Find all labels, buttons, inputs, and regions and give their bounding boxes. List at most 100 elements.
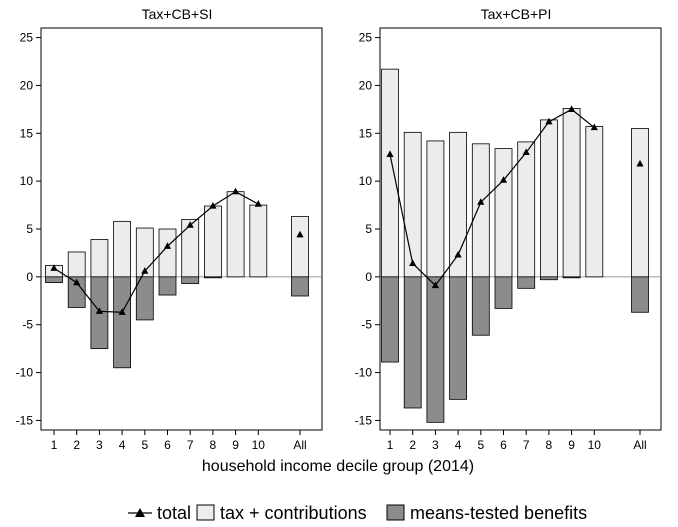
panel-title-right: Tax+CB+PI xyxy=(481,6,552,22)
bar-means-tested-benefits xyxy=(494,276,513,309)
x-tick-label: 2 xyxy=(409,438,416,452)
total-line xyxy=(53,190,259,313)
y-tick-label: -15 xyxy=(16,413,34,427)
bar-means-tested-benefits xyxy=(381,276,399,363)
y-tick-label: 20 xyxy=(359,78,373,92)
x-axis-label: household income decile group (2014) xyxy=(202,458,474,475)
x-tick-label: 7 xyxy=(523,438,530,452)
bar-tax-contributions xyxy=(631,128,649,278)
total-point-marker xyxy=(590,123,598,131)
x-tick-label: 9 xyxy=(232,438,239,452)
total-point-marker xyxy=(50,264,58,271)
total-point-marker xyxy=(477,198,485,205)
bar-tax-contributions xyxy=(113,220,131,278)
bar-means-tested-benefits xyxy=(67,276,86,308)
total-line xyxy=(389,108,595,287)
panel-left: Tax+CB+SI -15 -10 -5 0 5 10 15 20 25 1 2 3 4 5 6 7 8 9 10 A… xyxy=(16,6,323,452)
bar-means-tested-benefits xyxy=(113,276,131,369)
y-tick-label: 5 xyxy=(26,222,33,236)
y-tick-label: 25 xyxy=(359,31,373,45)
x-tick-label: 8 xyxy=(210,438,217,452)
bar-tax-contributions xyxy=(517,141,536,278)
legend-item-tax: tax + contributions xyxy=(196,503,367,523)
total-point-marker xyxy=(454,250,462,258)
total-point-marker xyxy=(409,259,417,267)
bar-tax-contributions xyxy=(203,205,222,278)
y-tick-label: 0 xyxy=(365,270,372,284)
x-tick-label: 6 xyxy=(500,438,507,452)
y-tick-label: 0 xyxy=(26,270,33,284)
x-tick-label: 7 xyxy=(187,438,194,452)
bar-tax-contributions xyxy=(67,251,86,278)
x-tick-label: 8 xyxy=(546,438,553,452)
bar-means-tested-benefits xyxy=(135,276,154,321)
x-tick-label: 5 xyxy=(141,438,148,452)
y-tick-label: -5 xyxy=(361,318,372,332)
y-tick-label: 15 xyxy=(359,126,373,140)
legend-item-total: total xyxy=(128,503,191,523)
x-tick-label: All xyxy=(633,438,646,452)
y-tick-label: -10 xyxy=(355,366,373,380)
y-tick-label: -15 xyxy=(355,413,373,427)
bar-means-tested-benefits xyxy=(203,276,222,279)
x-tick-label: 10 xyxy=(588,438,602,452)
x-tick-label: 4 xyxy=(455,438,462,452)
total-point-marker xyxy=(636,159,644,167)
total-point-marker xyxy=(386,150,394,157)
legend-tax-label: tax + contributions xyxy=(220,503,367,523)
total-point-marker xyxy=(296,230,304,238)
total-point-marker xyxy=(568,105,576,112)
bar-tax-contributions xyxy=(494,148,513,278)
bar-means-tested-benefits xyxy=(540,276,558,281)
bar-tax-contributions xyxy=(90,239,109,278)
total-point-marker xyxy=(118,308,126,315)
x-tick-label: All xyxy=(293,438,306,452)
bar-means-tested-benefits xyxy=(562,276,581,279)
bar-tax-contributions xyxy=(403,131,422,278)
bar-means-tested-benefits xyxy=(181,276,200,284)
bar-means-tested-benefits xyxy=(449,276,468,400)
bar-tax-contributions xyxy=(540,119,558,278)
total-point-marker xyxy=(95,307,103,314)
x-tick-label: 1 xyxy=(387,438,394,452)
total-point-marker xyxy=(545,117,553,125)
bar-means-tested-benefits xyxy=(45,276,63,284)
panel-title-left: Tax+CB+SI xyxy=(142,6,213,22)
x-tick-label: 5 xyxy=(477,438,484,452)
x-tick-label: 2 xyxy=(73,438,80,452)
bar-tax-contributions xyxy=(249,204,268,278)
total-point-marker xyxy=(141,267,149,274)
total-point-marker xyxy=(232,187,240,195)
x-tick-label: 4 xyxy=(119,438,126,452)
total-point-marker xyxy=(499,176,508,183)
x-tick-label: 3 xyxy=(432,438,439,452)
y-tick-label: 15 xyxy=(20,126,34,140)
bar-means-tested-benefits xyxy=(471,276,490,336)
bar-tax-contributions xyxy=(181,219,200,278)
x-tick-label: 3 xyxy=(96,438,103,452)
bar-tax-contributions xyxy=(562,108,581,278)
total-point-marker xyxy=(186,221,194,228)
y-tick-label: 20 xyxy=(20,78,34,92)
bar-means-tested-benefits xyxy=(158,276,177,296)
bar-means-tested-benefits xyxy=(291,276,309,297)
bar-tax-contributions xyxy=(426,140,445,278)
legend-total-triangle-icon xyxy=(135,508,145,517)
bar-tax-contributions xyxy=(226,191,245,278)
total-point-marker xyxy=(522,148,530,156)
y-tick-label: -10 xyxy=(16,366,34,380)
y-tick-label: 25 xyxy=(20,31,34,45)
x-tick-label: 1 xyxy=(51,438,58,452)
total-point-marker xyxy=(431,281,439,289)
y-tick-label: 5 xyxy=(365,222,372,236)
total-point-marker xyxy=(73,278,81,286)
bar-tax-contributions xyxy=(381,68,399,278)
bar-means-tested-benefits xyxy=(426,276,445,423)
total-point-marker xyxy=(209,202,217,209)
total-point-marker xyxy=(163,242,172,249)
x-tick-label: 10 xyxy=(252,438,266,452)
bar-tax-contributions xyxy=(585,126,604,278)
legend-benefits-swatch-icon xyxy=(386,504,405,521)
bar-means-tested-benefits xyxy=(517,276,536,289)
